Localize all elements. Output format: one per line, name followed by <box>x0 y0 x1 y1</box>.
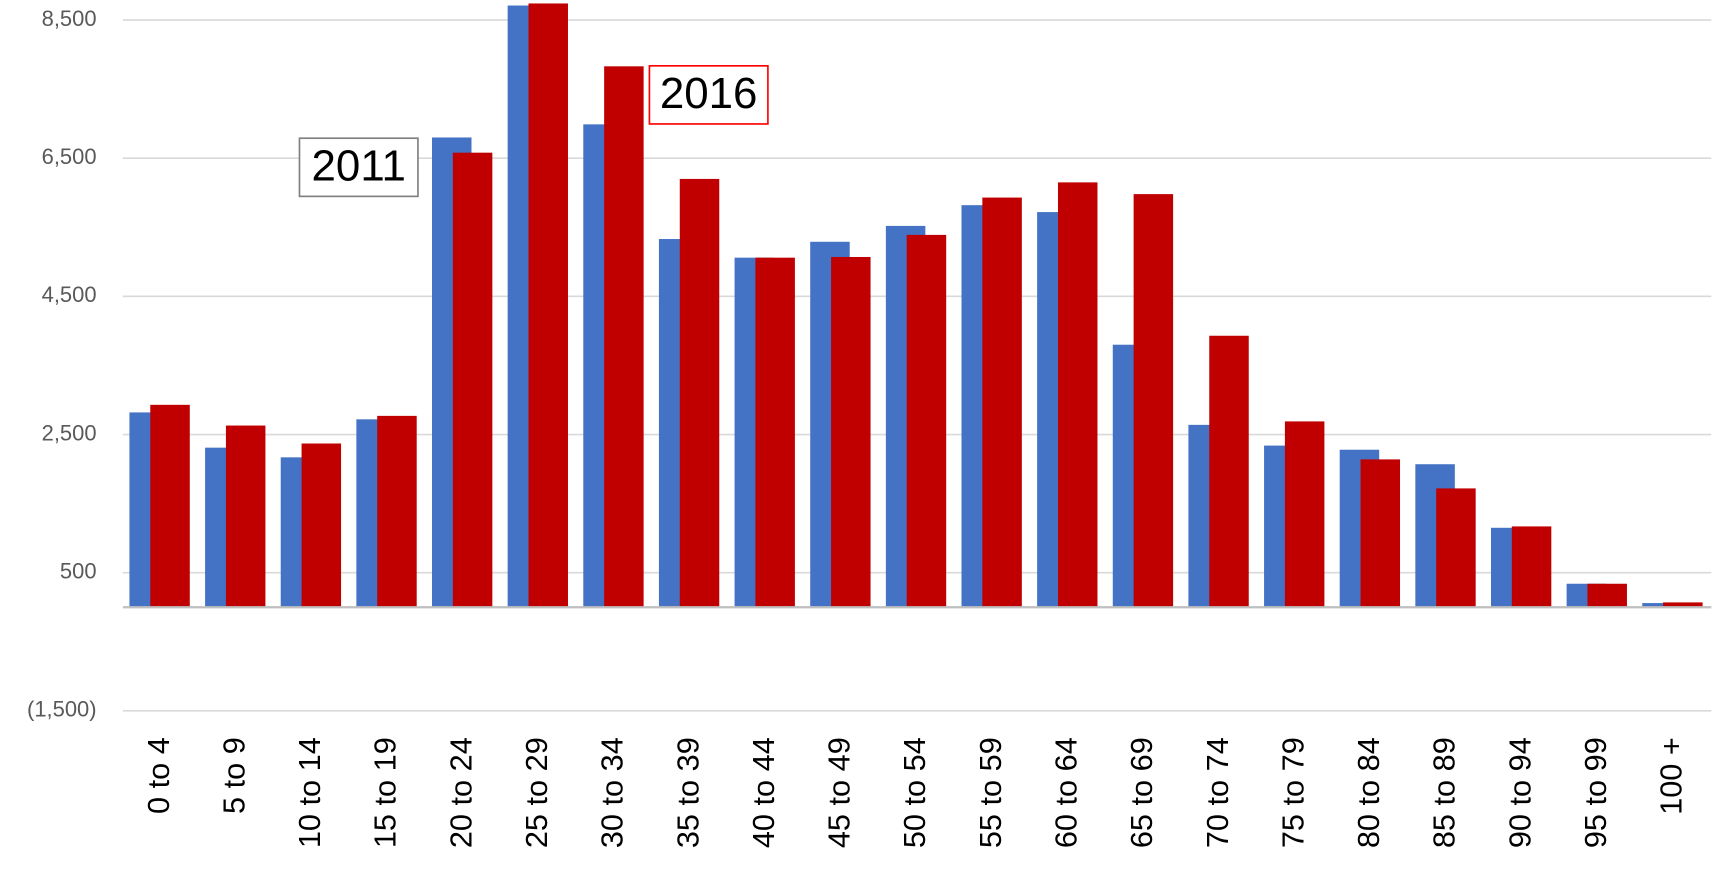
bar <box>906 234 947 608</box>
x-tick-label: 20 to 24 <box>443 737 478 848</box>
bar <box>1209 335 1249 608</box>
series-label-box <box>648 64 769 125</box>
bar <box>831 256 871 608</box>
y-tick-label: (1,500) <box>27 697 97 722</box>
x-tick-label: 25 to 29 <box>519 737 554 848</box>
x-tick-label: 45 to 49 <box>822 737 857 848</box>
bar <box>1587 583 1627 608</box>
bar <box>150 404 190 608</box>
bar <box>1057 182 1098 608</box>
x-tick-label: 90 to 94 <box>1502 737 1537 848</box>
bar <box>528 3 568 608</box>
bar <box>1133 194 1174 608</box>
bar <box>755 257 795 608</box>
bar <box>1511 526 1552 608</box>
bar <box>1663 602 1703 608</box>
bar <box>679 178 720 608</box>
x-tick-label: 100 + <box>1654 737 1689 815</box>
bar <box>1436 488 1476 608</box>
bar <box>604 66 644 608</box>
x-tick-label: 80 to 84 <box>1351 737 1386 848</box>
x-tick-label: 35 to 39 <box>670 737 705 848</box>
x-tick-label: 40 to 44 <box>746 737 781 848</box>
bar <box>377 415 417 608</box>
x-tick-label: 50 to 54 <box>897 737 932 848</box>
bar <box>982 197 1022 608</box>
x-tick-label: 75 to 79 <box>1275 737 1310 848</box>
bar <box>1284 421 1325 608</box>
x-tick-label: 10 to 14 <box>292 737 327 848</box>
x-tick-label: 70 to 74 <box>1200 737 1235 848</box>
bar <box>1642 603 1682 608</box>
series-label: 2011 <box>312 142 406 191</box>
x-tick-label: 60 to 64 <box>1048 737 1083 848</box>
bar <box>225 425 266 608</box>
x-tick-label: 65 to 69 <box>1124 737 1159 848</box>
x-tick-label: 95 to 99 <box>1578 737 1613 848</box>
bar <box>301 443 342 608</box>
bar <box>452 152 493 608</box>
x-tick-label: 15 to 19 <box>368 737 403 848</box>
x-tick-label: 85 to 89 <box>1427 737 1462 848</box>
x-tick-label: 0 to 4 <box>141 737 176 814</box>
x-tick-label: 30 to 34 <box>595 737 630 848</box>
x-tick-label: 55 to 59 <box>973 737 1008 848</box>
series-label-box <box>298 137 419 198</box>
y-tick-label: 500 <box>60 558 97 583</box>
y-tick-label: 8,500 <box>42 6 97 31</box>
y-tick-label: 2,500 <box>42 420 97 445</box>
y-tick-label: 4,500 <box>42 282 97 307</box>
series-label: 2016 <box>660 69 758 118</box>
x-tick-label: 5 to 9 <box>216 737 251 814</box>
bar <box>1360 459 1401 608</box>
y-tick-label: 6,500 <box>42 144 97 169</box>
plot: (1,500) 500 2,500 4,500 6,500 8,500 0 to 4 5 to… <box>27 3 1712 848</box>
